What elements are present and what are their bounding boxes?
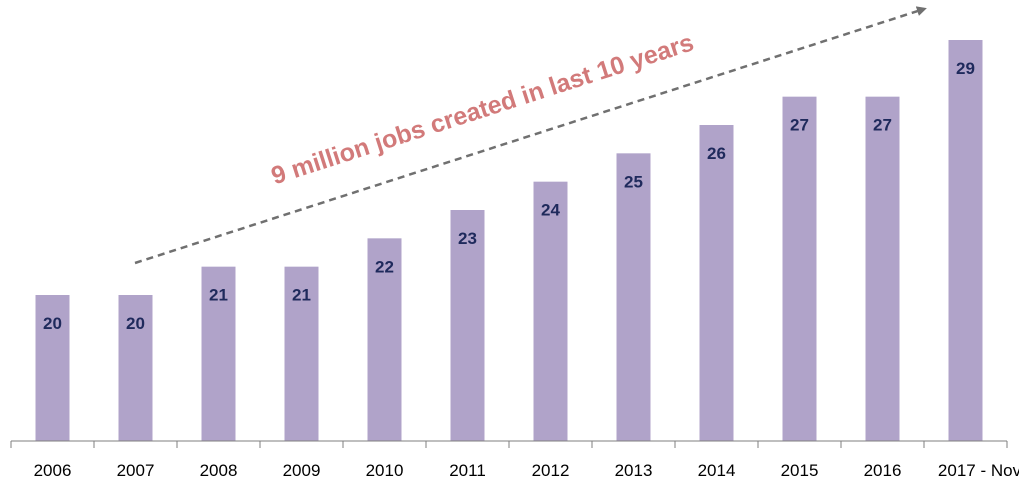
bar-value-label: 23 (458, 229, 477, 248)
bar (948, 40, 983, 441)
data-labels: 20 20 21 21 22 23 24 25 26 27 27 29 (43, 59, 975, 333)
x-tick-label: 2008 (200, 461, 238, 480)
bar-value-label: 20 (126, 314, 145, 333)
bar-value-label: 29 (956, 59, 975, 78)
bar (367, 238, 402, 441)
x-tick-label: 2010 (366, 461, 404, 480)
bar (533, 181, 568, 441)
bar (284, 266, 319, 441)
x-tick-label: 2006 (34, 461, 72, 480)
bars (35, 40, 983, 442)
x-tick-label: 2007 (117, 461, 155, 480)
bar (201, 266, 236, 441)
bar (699, 125, 734, 441)
bar-value-label: 25 (624, 172, 643, 191)
x-tick-label: 2014 (698, 461, 736, 480)
bar (118, 295, 153, 441)
x-tick-label: 2017 - Nov (938, 461, 1019, 480)
bar-value-label: 21 (209, 286, 228, 305)
x-axis-tick-labels: 2006 2007 2008 2009 2010 2011 2012 2013 2014 2015… (34, 461, 1019, 480)
bar (865, 96, 900, 442)
x-tick-label: 2011 (449, 461, 486, 480)
bar (782, 96, 817, 442)
x-tick-label: 2015 (781, 461, 819, 480)
bar (35, 295, 70, 441)
bar-value-label: 20 (43, 314, 62, 333)
bar-value-label: 27 (790, 116, 809, 135)
bar-value-label: 24 (541, 201, 560, 220)
x-axis-ticks (10, 441, 1008, 448)
bar-value-label: 27 (873, 116, 892, 135)
x-tick-label: 2016 (864, 461, 902, 480)
x-tick-label: 2013 (615, 461, 653, 480)
bar-value-label: 22 (375, 257, 394, 276)
bar-value-label: 21 (292, 286, 311, 305)
bar-value-label: 26 (707, 144, 726, 163)
x-tick-label: 2012 (532, 461, 570, 480)
x-tick-label: 2009 (283, 461, 321, 480)
bar (616, 153, 651, 442)
bar (450, 210, 485, 441)
trend-arrow (134, 6, 927, 265)
